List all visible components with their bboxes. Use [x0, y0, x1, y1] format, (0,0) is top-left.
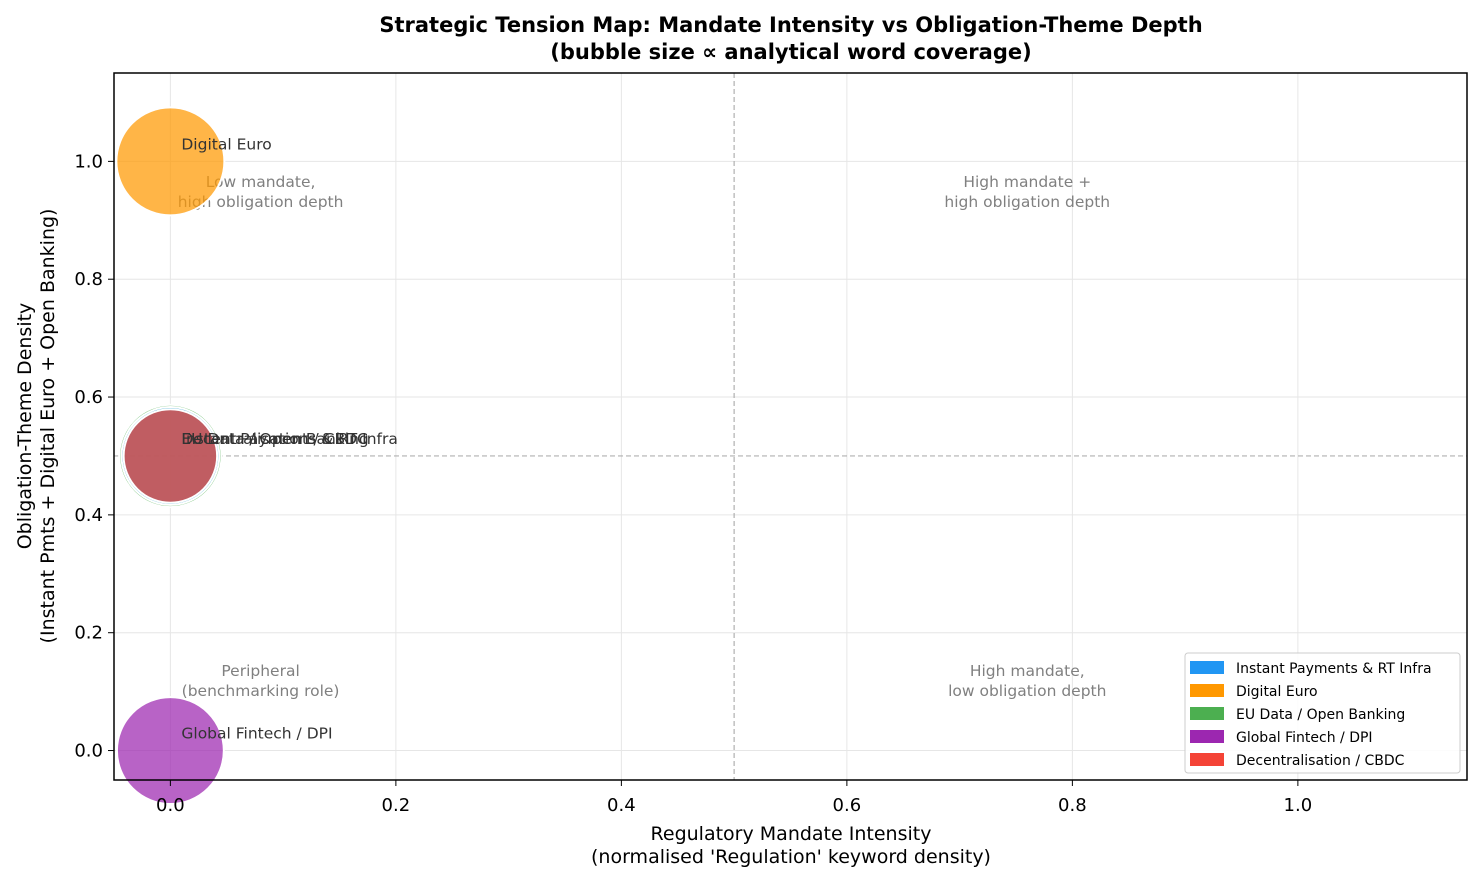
x-tick-label: 0.0 [156, 795, 185, 816]
grid [114, 73, 1467, 780]
quadrant-labels: Low mandate, high obligation depth High ma… [178, 173, 1110, 700]
legend-swatch [1190, 730, 1224, 743]
bubble-label: EU Data / Open Banking [181, 430, 368, 448]
quadrant-label-line2: high obligation depth [944, 193, 1110, 211]
axis-ticks: 0.0 0.2 0.4 0.6 0.8 1.0 0.0 0.2 0.4 0.6 0.8 1.0 [74, 151, 1312, 816]
x-tick-label: 1.0 [1284, 795, 1313, 816]
bubble-label: Decentralisation / CBDC [181, 430, 367, 448]
legend-swatch [1190, 684, 1224, 697]
x-axis-label: Regulatory Mandate Intensity [651, 823, 932, 845]
legend-swatch [1190, 661, 1224, 674]
legend-swatch [1190, 707, 1224, 720]
y-tick-label: 0.8 [74, 269, 103, 290]
y-axis-label: Obligation-Theme Density [14, 303, 36, 550]
legend-entry-label: Digital Euro [1236, 684, 1318, 700]
legend-swatch [1190, 753, 1224, 766]
x-axis-sublabel: (normalised 'Regulation' keyword density… [591, 846, 991, 868]
quadrant-label-line2: (benchmarking role) [182, 682, 340, 700]
legend-frame [1184, 652, 1461, 774]
quadrant-label-line1: High mandate + [963, 173, 1091, 191]
x-tick-label: 0.4 [607, 795, 636, 816]
bubble-labels: Instant Payments & RT Infra Digital Euro E… [181, 135, 398, 742]
bubble [115, 696, 225, 805]
chart-subtitle: (bubble size ∝ analytical word coverage) [550, 40, 1031, 64]
quadrant-label-line1: Peripheral [221, 662, 299, 680]
quadrant-label-line2: high obligation depth [178, 193, 344, 211]
bubbles [115, 106, 226, 805]
quadrant-label-line1: High mandate, [970, 662, 1085, 680]
y-tick-label: 0.2 [74, 623, 103, 644]
x-tick-label: 0.2 [382, 795, 411, 816]
x-tick-label: 0.6 [833, 795, 862, 816]
chart-title: Strategic Tension Map: Mandate Intensity… [379, 13, 1202, 37]
reference-lines [114, 73, 1467, 780]
bubble-label: Digital Euro [181, 135, 271, 153]
quadrant-label-line1: Low mandate, [206, 173, 316, 191]
bubble [115, 106, 226, 217]
bubble-label: Instant Payments & RT Infra [181, 430, 398, 448]
legend: Instant Payments & RT Infra Digital Euro E… [1184, 652, 1461, 774]
x-tick-label: 0.8 [1058, 795, 1087, 816]
legend-entry-label: Global Fintech / DPI [1236, 730, 1373, 746]
y-tick-label: 0.4 [74, 505, 103, 526]
y-axis-sublabel: (Instant Pmts + Digital Euro + Open Bank… [37, 209, 59, 644]
bubble [122, 408, 219, 504]
bubble-label: Global Fintech / DPI [181, 725, 332, 743]
y-tick-label: 0.0 [74, 741, 103, 762]
y-tick-label: 0.6 [74, 387, 103, 408]
plot-frame [113, 72, 1468, 781]
legend-entry-label: Instant Payments & RT Infra [1236, 661, 1432, 677]
quadrant-label-line2: low obligation depth [948, 682, 1106, 700]
legend-entry-label: EU Data / Open Banking [1236, 707, 1405, 723]
legend-entry-label: Decentralisation / CBDC [1236, 753, 1405, 769]
y-tick-label: 1.0 [74, 151, 103, 172]
